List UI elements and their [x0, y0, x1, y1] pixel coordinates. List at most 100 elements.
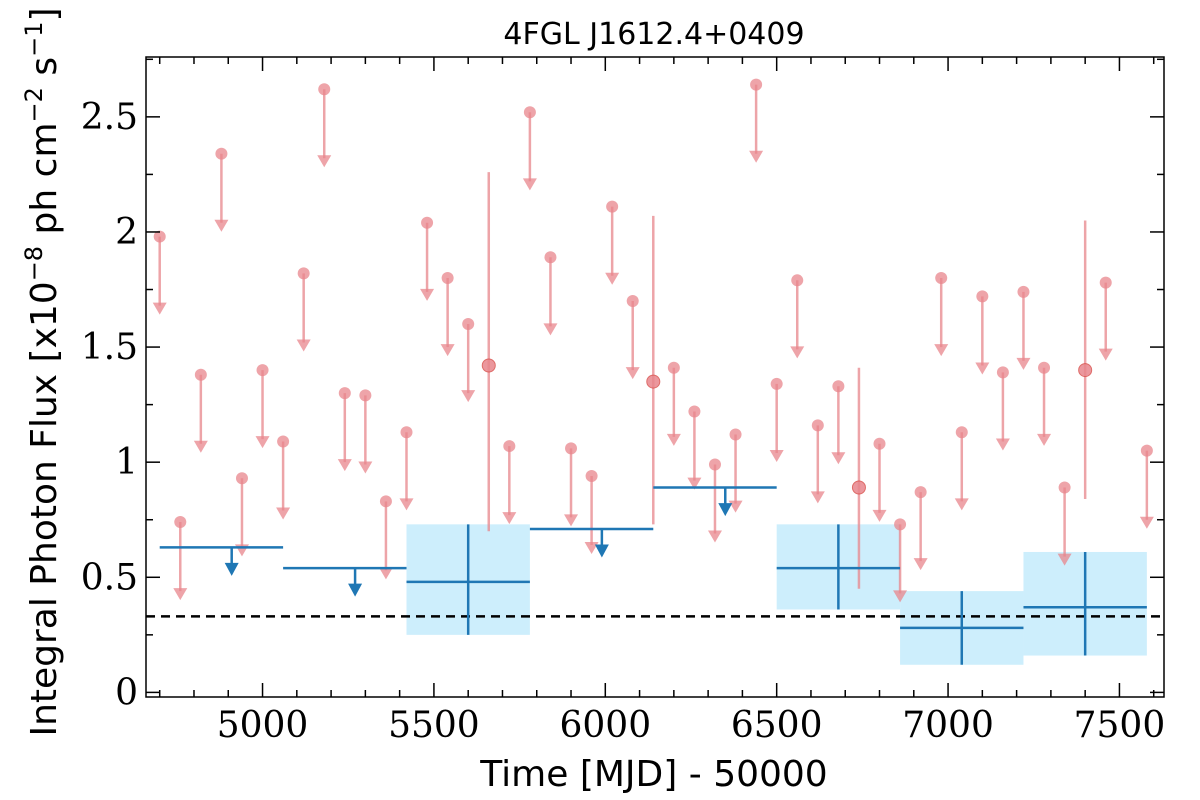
short-bin-limit-marker: [935, 272, 948, 285]
short-bin-limit-marker: [318, 83, 331, 96]
short-bin-limit-arrowhead: [214, 219, 229, 232]
long-bin-error-boxes: [406, 524, 1147, 665]
x-tick-label: 6000: [559, 705, 651, 746]
short-bin-limit-marker: [729, 428, 742, 441]
short-bin-limit-marker: [359, 389, 372, 402]
short-bin-limit-arrowhead: [584, 542, 599, 555]
y-tick-label: 0.5: [81, 557, 138, 598]
short-bin-limit-marker: [667, 361, 680, 374]
short-bin-limit-marker: [585, 469, 598, 482]
short-bin-limit-arrowhead: [152, 302, 167, 315]
short-bin-limit-marker: [1058, 481, 1071, 494]
x-tick-label: 5000: [217, 705, 309, 746]
chart-title: 4FGL J1612.4+0409: [503, 17, 804, 52]
short-bin-limit-marker: [873, 437, 886, 450]
short-bin-limit-marker: [750, 78, 763, 91]
short-bin-limit-marker: [215, 147, 228, 160]
plot-frame: [145, 56, 1165, 698]
short-bin-limit-arrowhead: [1016, 357, 1031, 370]
short-bin-limit-arrowhead: [440, 344, 455, 357]
y-tick-label: 0: [115, 672, 138, 713]
short-bin-limit-arrowhead: [995, 438, 1010, 451]
short-bin-limit-marker: [503, 440, 516, 453]
short-bin-limit-arrowhead: [461, 390, 476, 403]
short-bin-limit-arrowhead: [1139, 516, 1154, 529]
short-bin-limit-arrowhead: [749, 150, 764, 163]
short-bin-limit-marker: [1017, 285, 1030, 298]
short-bin-limit-marker: [523, 106, 536, 119]
short-bin-limit-marker: [791, 274, 804, 287]
x-tick-label: 7000: [902, 705, 994, 746]
short-bin-limit-marker: [1099, 276, 1112, 289]
short-bin-limit-arrowhead: [934, 344, 949, 357]
long-bin-limit-arrowhead: [348, 583, 363, 597]
short-bin-limit-marker: [1140, 444, 1153, 457]
short-bin-limit-marker: [832, 380, 845, 393]
short-bin-limit-arrowhead: [872, 509, 887, 522]
short-bin-limit-marker: [174, 516, 187, 529]
y-tick-labels: 0 0.5 1 1.5 2 2.5: [81, 97, 138, 714]
short-bin-limit-arrowhead: [420, 288, 435, 301]
short-bin-limit-arrowhead: [893, 590, 908, 603]
short-bin-limit-marker: [194, 368, 207, 381]
short-bin-detection-point: [646, 374, 661, 389]
short-bin-limit-marker: [996, 366, 1009, 379]
short-bin-limit-marker: [708, 458, 721, 471]
short-bin-limit-arrowhead: [831, 452, 846, 465]
short-bin-limit-marker: [277, 435, 290, 448]
x-tick-label: 7500: [1074, 705, 1166, 746]
short-bin-limit-arrowhead: [522, 178, 537, 191]
short-bin-limit-marker: [462, 318, 475, 331]
short-bin-limit-marker: [565, 442, 578, 455]
short-bin-limit-marker: [1038, 361, 1051, 374]
short-bin-limit-arrowhead: [605, 272, 620, 285]
short-bin-limit-marker: [770, 377, 783, 390]
short-bin-detection-point: [481, 358, 496, 373]
short-bin-limit-arrowhead: [543, 323, 558, 336]
short-bin-limit-arrowhead: [317, 155, 332, 168]
short-bin-limit-arrowhead: [399, 498, 414, 511]
short-bin-limit-marker: [297, 267, 310, 280]
short-bin-limit-marker: [955, 426, 968, 439]
x-tick-label: 5500: [388, 705, 480, 746]
short-bin-limit-marker: [544, 251, 557, 264]
axis-ticks: [146, 57, 1164, 697]
y-tick-label: 1.5: [81, 327, 138, 368]
short-bin-points: [152, 78, 1154, 603]
short-bin-limit-marker: [606, 200, 619, 213]
short-bin-limit-arrowhead: [687, 477, 702, 490]
x-tick-label: 6500: [731, 705, 823, 746]
short-bin-limit-arrowhead: [810, 491, 825, 504]
short-bin-limit-marker: [976, 290, 989, 303]
short-bin-limit-marker: [688, 405, 701, 418]
short-bin-limit-arrowhead: [502, 512, 517, 525]
short-bin-limit-arrowhead: [790, 346, 805, 359]
short-bin-limit-marker: [914, 486, 927, 499]
short-bin-limit-arrowhead: [378, 567, 393, 580]
y-axis-label: Integral Photon Flux [x10−8 ph cm−2 s−1]: [20, 7, 65, 736]
short-bin-limit-arrowhead: [1057, 553, 1072, 566]
short-bin-limit-marker: [256, 364, 269, 377]
short-bin-limit-arrowhead: [625, 367, 640, 380]
short-bin-limit-arrowhead: [913, 558, 928, 571]
x-axis-label: Time [MJD] - 50000: [479, 754, 827, 795]
short-bin-limit-arrowhead: [358, 461, 373, 474]
short-bin-limit-arrowhead: [1037, 433, 1052, 446]
short-bin-detection-point: [1078, 363, 1093, 378]
long-bin-limit-arrowhead: [224, 562, 239, 576]
short-bin-limit-arrowhead: [173, 588, 188, 601]
short-bin-limit-arrowhead: [666, 433, 681, 446]
short-bin-limit-arrowhead: [975, 362, 990, 375]
short-bin-limit-marker: [400, 426, 413, 439]
short-bin-limit-arrowhead: [276, 507, 291, 520]
short-bin-limit-marker: [441, 272, 454, 285]
short-bin-limit-arrowhead: [255, 436, 270, 449]
short-bin-limit-marker: [379, 495, 392, 508]
short-bin-limit-arrowhead: [337, 459, 352, 472]
short-bin-limit-arrowhead: [1098, 348, 1113, 361]
short-bin-limit-arrowhead: [954, 498, 969, 511]
short-bin-limit-arrowhead: [564, 514, 579, 527]
long-bin-limit-arrowhead: [718, 503, 733, 517]
y-tick-label: 2.5: [81, 97, 138, 138]
short-bin-limit-arrowhead: [728, 500, 743, 513]
